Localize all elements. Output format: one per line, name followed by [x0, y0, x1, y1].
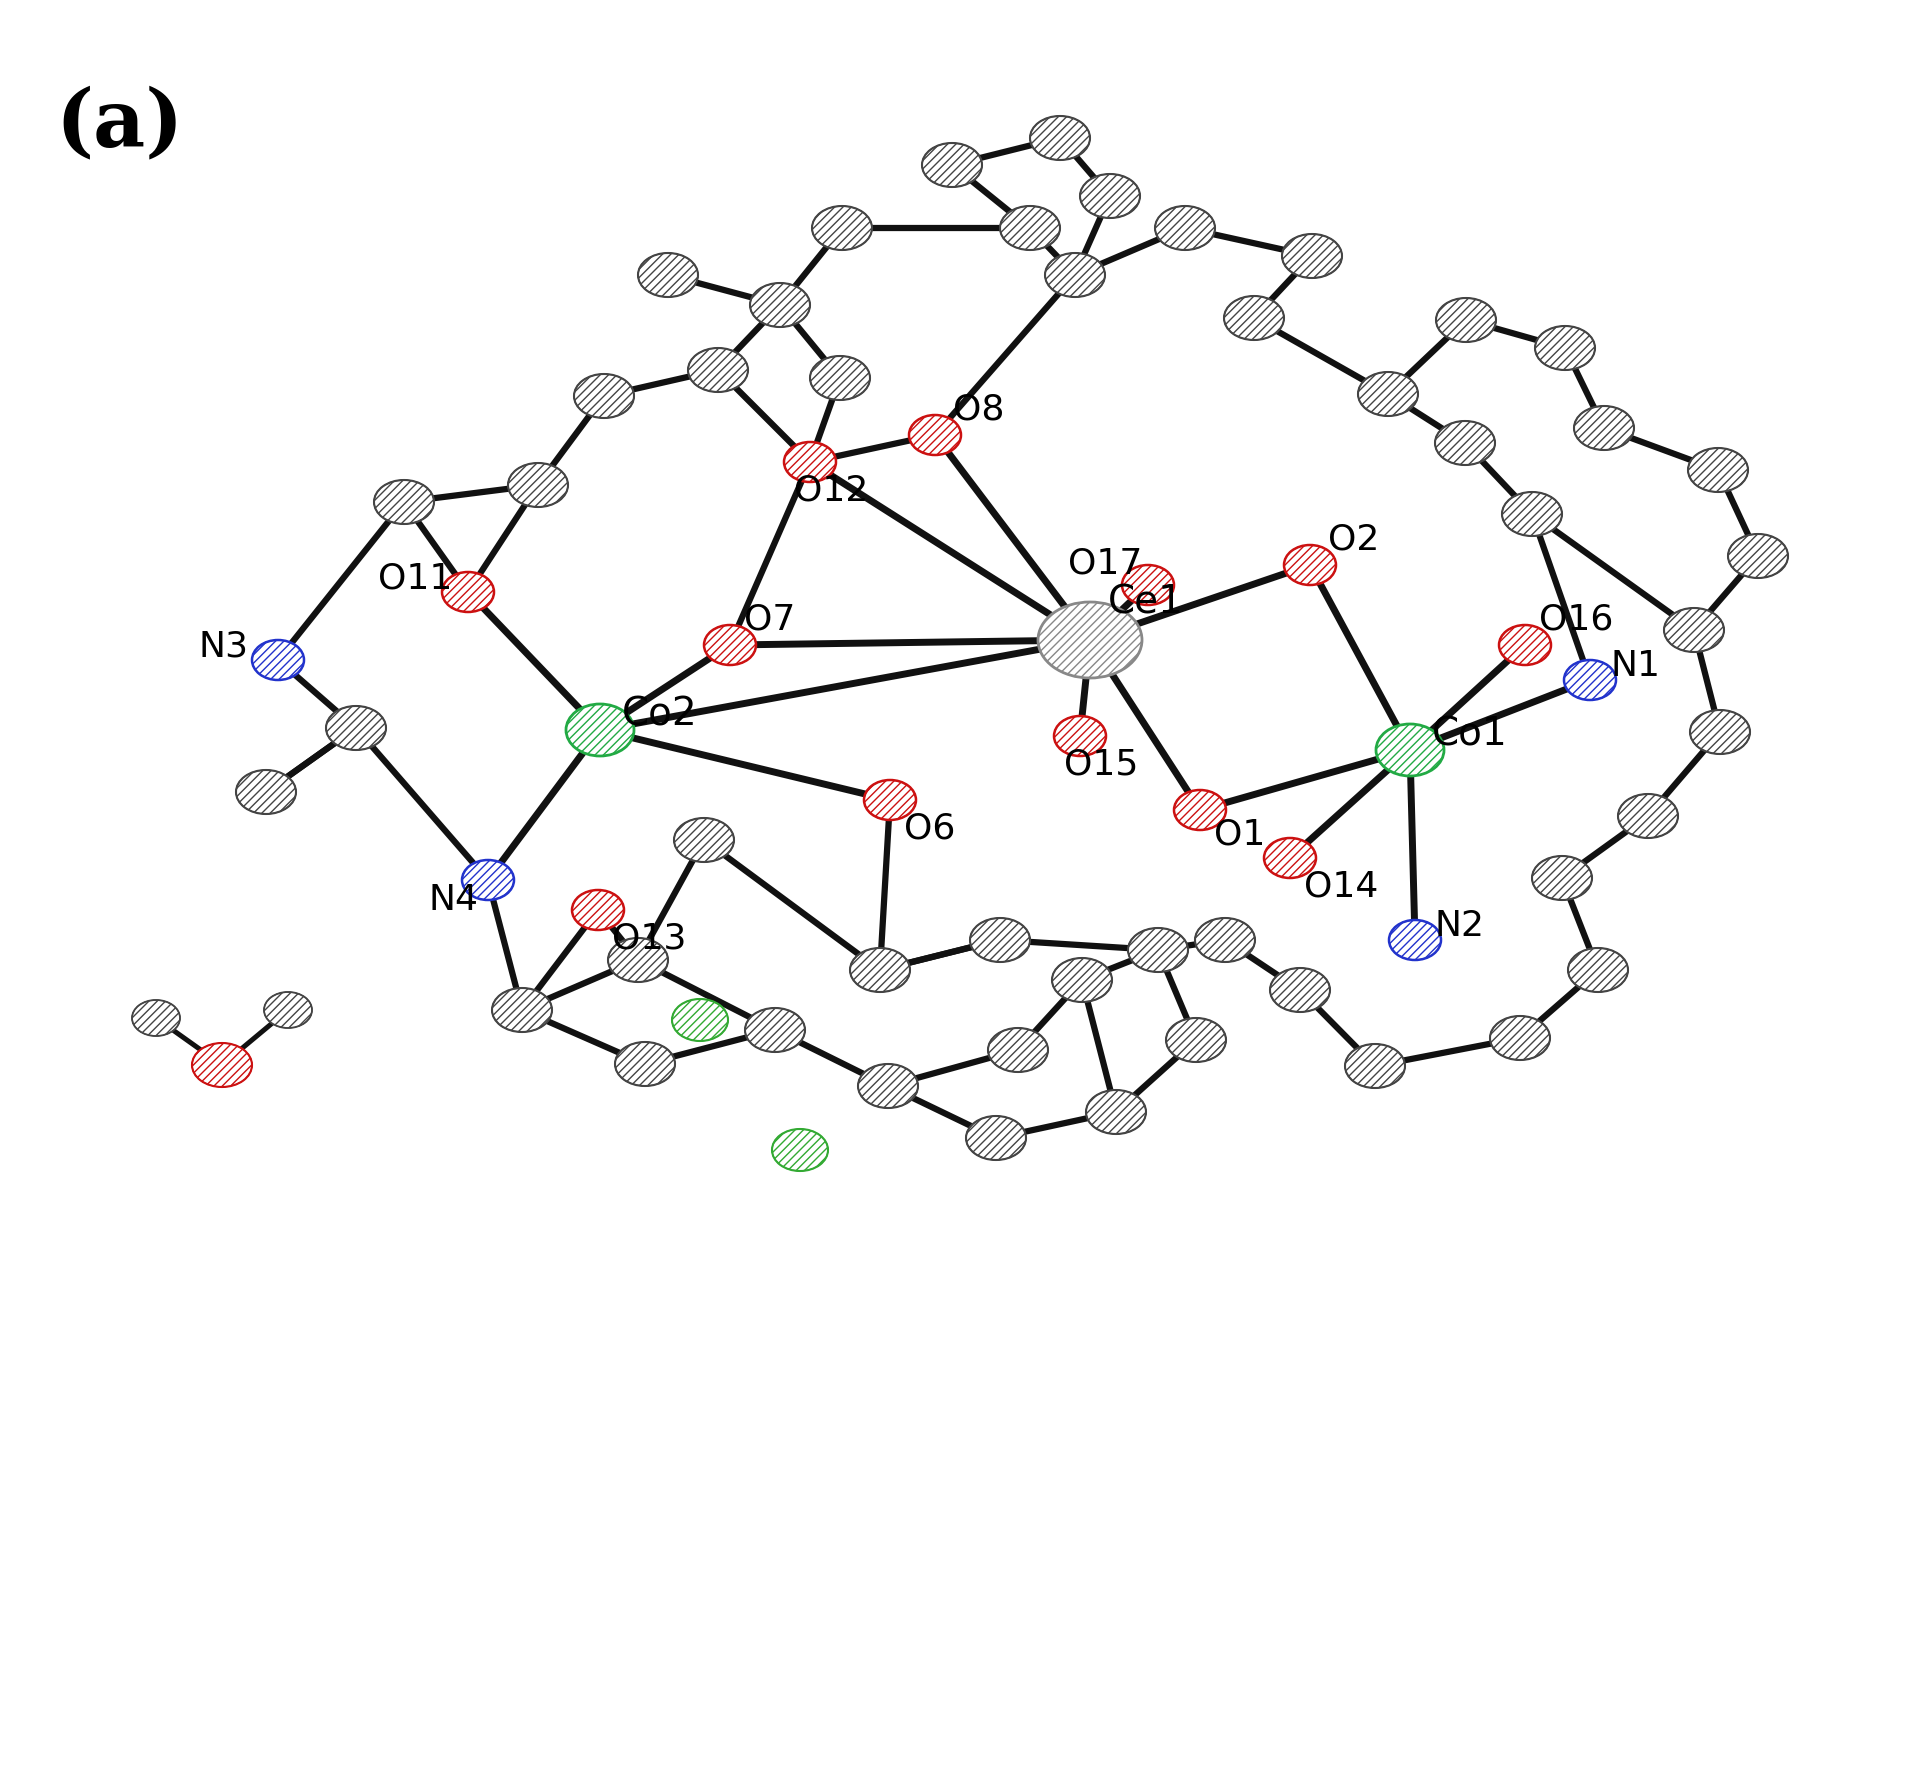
Ellipse shape: [1225, 296, 1284, 340]
Text: Ce1: Ce1: [1109, 583, 1185, 620]
Ellipse shape: [326, 706, 387, 750]
Ellipse shape: [615, 1042, 674, 1085]
Ellipse shape: [572, 889, 625, 930]
Text: O12: O12: [794, 472, 869, 508]
Ellipse shape: [1501, 492, 1562, 536]
Text: O17: O17: [1069, 545, 1143, 579]
Text: O14: O14: [1305, 870, 1379, 903]
Ellipse shape: [751, 283, 810, 328]
Ellipse shape: [1282, 233, 1341, 278]
Ellipse shape: [463, 861, 514, 900]
Ellipse shape: [785, 442, 836, 481]
Ellipse shape: [966, 1116, 1027, 1160]
Text: O1: O1: [1213, 816, 1265, 852]
Text: O11: O11: [377, 561, 451, 595]
Ellipse shape: [970, 918, 1031, 962]
Ellipse shape: [1122, 565, 1173, 606]
Ellipse shape: [131, 1000, 179, 1035]
Text: O15: O15: [1065, 747, 1139, 781]
Ellipse shape: [1271, 968, 1330, 1012]
Ellipse shape: [1080, 175, 1139, 217]
Ellipse shape: [1154, 207, 1215, 249]
Ellipse shape: [1046, 253, 1105, 298]
Text: N2: N2: [1434, 909, 1486, 943]
Ellipse shape: [909, 415, 960, 454]
Ellipse shape: [989, 1028, 1048, 1073]
Ellipse shape: [1358, 372, 1417, 415]
Ellipse shape: [373, 479, 434, 524]
Ellipse shape: [1053, 716, 1107, 756]
Ellipse shape: [745, 1009, 806, 1051]
Ellipse shape: [1568, 948, 1629, 993]
Ellipse shape: [810, 356, 871, 399]
Ellipse shape: [1173, 789, 1227, 830]
Ellipse shape: [1000, 207, 1059, 249]
Ellipse shape: [1284, 545, 1335, 584]
Ellipse shape: [638, 253, 697, 298]
Ellipse shape: [772, 1130, 829, 1171]
Ellipse shape: [688, 347, 749, 392]
Ellipse shape: [1490, 1016, 1551, 1060]
Text: O16: O16: [1539, 602, 1614, 636]
Text: N1: N1: [1610, 649, 1659, 683]
Ellipse shape: [1086, 1091, 1147, 1133]
Ellipse shape: [1690, 709, 1751, 754]
Ellipse shape: [1532, 855, 1593, 900]
Text: Co1: Co1: [1433, 715, 1507, 754]
Ellipse shape: [1038, 602, 1141, 677]
Ellipse shape: [236, 770, 295, 814]
Ellipse shape: [1434, 421, 1495, 465]
Ellipse shape: [1194, 918, 1255, 962]
Ellipse shape: [922, 143, 981, 187]
Ellipse shape: [865, 781, 916, 820]
Text: O8: O8: [952, 392, 1004, 426]
Ellipse shape: [1052, 959, 1113, 1001]
Ellipse shape: [491, 987, 552, 1032]
Ellipse shape: [251, 640, 305, 681]
Ellipse shape: [192, 1042, 251, 1087]
Ellipse shape: [442, 572, 493, 611]
Ellipse shape: [674, 818, 733, 862]
Ellipse shape: [850, 948, 911, 993]
Ellipse shape: [1375, 723, 1444, 775]
Ellipse shape: [265, 993, 312, 1028]
Text: N3: N3: [198, 629, 248, 663]
Ellipse shape: [1436, 298, 1495, 342]
Ellipse shape: [1128, 928, 1189, 971]
Ellipse shape: [1617, 795, 1678, 838]
Ellipse shape: [608, 937, 669, 982]
Text: O13: O13: [612, 921, 686, 955]
Ellipse shape: [1663, 608, 1724, 652]
Ellipse shape: [573, 374, 634, 419]
Text: (a): (a): [55, 86, 183, 162]
Text: N4: N4: [429, 884, 478, 918]
Ellipse shape: [857, 1064, 918, 1108]
Text: O7: O7: [745, 602, 796, 636]
Ellipse shape: [1265, 838, 1316, 879]
Ellipse shape: [1166, 1018, 1227, 1062]
Ellipse shape: [1688, 447, 1749, 492]
Ellipse shape: [1564, 659, 1615, 700]
Ellipse shape: [1574, 406, 1634, 451]
Text: O2: O2: [1328, 522, 1379, 556]
Text: O6: O6: [905, 811, 956, 845]
Ellipse shape: [1499, 625, 1551, 665]
Ellipse shape: [1728, 535, 1789, 577]
Ellipse shape: [1031, 116, 1090, 160]
Ellipse shape: [705, 625, 756, 665]
Ellipse shape: [566, 704, 634, 756]
Ellipse shape: [1389, 920, 1440, 960]
Ellipse shape: [509, 463, 568, 508]
Ellipse shape: [1535, 326, 1594, 371]
Ellipse shape: [1345, 1044, 1406, 1089]
Ellipse shape: [812, 207, 872, 249]
Text: Co2: Co2: [623, 695, 697, 732]
Ellipse shape: [672, 1000, 728, 1041]
